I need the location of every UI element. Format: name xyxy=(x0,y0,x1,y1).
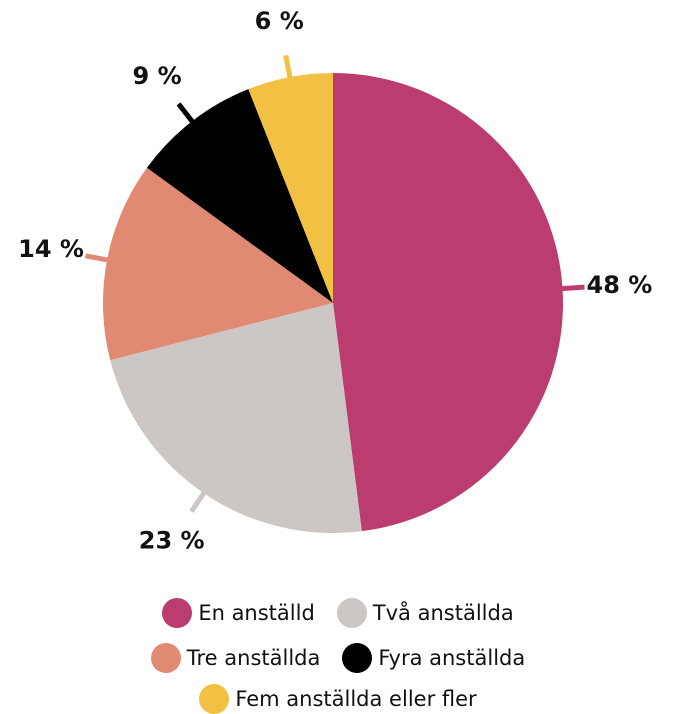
data-label: 48 % xyxy=(587,271,653,299)
leader-line xyxy=(176,102,196,125)
pie-chart: 48 % 23 % 14 % 9 % 6 % xyxy=(18,7,652,554)
legend-swatch xyxy=(150,643,181,673)
data-label: 23 % xyxy=(139,526,205,554)
leader-line xyxy=(189,490,207,513)
legend-item-en-anstalld: En anställd xyxy=(162,598,315,628)
slice-tre-anstallda xyxy=(103,167,334,361)
legend-label: Fem anställda eller fler xyxy=(235,687,477,711)
slice-tva-anstallda xyxy=(110,303,362,533)
leader-line xyxy=(283,54,293,80)
leader-line xyxy=(84,253,110,263)
slice-fem-anstallda-eller-fler xyxy=(248,73,333,303)
pie-slices xyxy=(103,73,563,533)
slice-fyra-anstallda xyxy=(146,89,333,304)
legend-item-fem-anstallda-eller-fler: Fem anställda eller fler xyxy=(199,684,477,714)
legend-label: Tre anställda xyxy=(186,646,321,670)
data-label: 6 % xyxy=(255,7,304,35)
slice-en-anstalld xyxy=(333,73,563,532)
leader-lines xyxy=(84,54,585,513)
legend-swatch xyxy=(336,598,367,628)
legend-label: En anställd xyxy=(198,601,315,625)
legend-item-tre-anstallda: Tre anställda xyxy=(150,643,321,673)
data-labels: 48 % 23 % 14 % 9 % 6 % xyxy=(18,7,652,554)
legend-swatch xyxy=(342,643,373,673)
data-label: 14 % xyxy=(18,235,84,263)
legend-swatch xyxy=(162,598,193,628)
data-label: 9 % xyxy=(133,62,182,90)
legend-label: Två anställda xyxy=(372,601,514,625)
legend-item-tva-anstallda: Två anställda xyxy=(336,598,514,628)
leader-line xyxy=(560,284,585,292)
legend-item-fyra-anstallda: Fyra anställda xyxy=(342,643,525,673)
legend-label: Fyra anställda xyxy=(378,646,526,670)
legend-swatch xyxy=(199,684,230,714)
